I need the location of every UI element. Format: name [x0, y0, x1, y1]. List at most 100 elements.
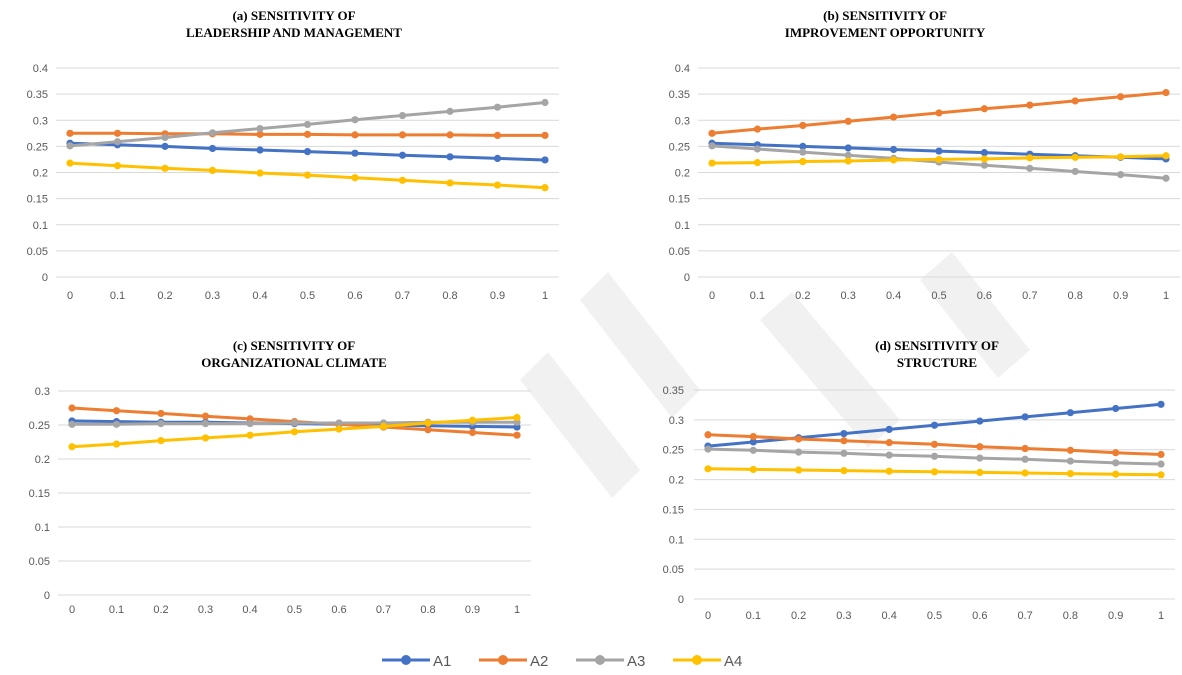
data-point-a4-d: [795, 466, 803, 474]
data-point-a3-c: [157, 420, 165, 428]
data-point-a1-d: [1066, 409, 1074, 417]
data-point-a4-b: [935, 155, 943, 164]
x-tick-label-b: 1: [1163, 290, 1169, 302]
y-tick-label-d: 0.1: [669, 534, 684, 546]
x-tick-label-c: 0.1: [109, 604, 124, 616]
x-tick-label-d: 0.7: [1017, 610, 1032, 622]
x-tick-label-b: 0.3: [841, 290, 856, 302]
data-point-a2-c: [68, 404, 76, 412]
chart-panel-d: (d) SENSITIVITY OF STRUCTURE 0 0.05 0.1 0.1…: [663, 338, 1175, 622]
data-point-a3-b: [1071, 167, 1079, 176]
data-point-a4-c: [468, 416, 477, 424]
data-point-a2-d: [1066, 446, 1074, 454]
data-point-a4-a: [541, 184, 549, 192]
data-point-a3-d: [1021, 455, 1029, 463]
y-tick-label-a: 0.15: [27, 194, 48, 206]
x-tick-label-c: 0.7: [376, 604, 391, 616]
data-point-a2-a: [66, 129, 74, 137]
data-point-a4-b: [890, 156, 898, 164]
data-point-a1-a: [208, 144, 217, 153]
data-point-a3-d: [1157, 460, 1165, 468]
x-tick-label-c: 0.8: [420, 604, 435, 616]
data-point-a3-a: [113, 138, 122, 146]
chart-panel-b: (b) SENSITIVITY OF IMPROVEMENT OPPORTUNI…: [669, 8, 1180, 302]
data-point-a4-a: [113, 162, 122, 170]
y-tick-label-b: 0: [684, 272, 690, 284]
x-tick-label-c: 0.6: [331, 604, 346, 616]
data-point-a1-d: [1021, 413, 1029, 421]
x-tick-label-a: 0.1: [110, 290, 125, 302]
data-point-a4-d: [840, 467, 848, 475]
y-tick-label-b: 0.3: [675, 115, 690, 127]
data-point-a4-c: [157, 437, 165, 445]
data-point-a3-d: [840, 449, 848, 457]
x-tick-label-b: 0: [709, 290, 715, 302]
chart-title-d-line2: STRUCTURE: [897, 355, 977, 370]
data-point-a1-d: [840, 429, 848, 438]
data-point-a2-a: [256, 130, 264, 138]
data-point-a4-c: [513, 413, 521, 422]
data-point-a2-d: [1157, 450, 1165, 459]
data-point-a2-b: [1162, 88, 1170, 97]
x-tick-label-a: 0.9: [490, 290, 505, 302]
data-point-a1-d: [885, 425, 893, 434]
data-point-a3-c: [112, 420, 121, 428]
data-point-a1-d: [749, 438, 757, 446]
x-tick-label-c: 0.9: [465, 604, 480, 616]
x-tick-label-d: 0.4: [882, 610, 897, 622]
y-tick-label-b: 0.35: [669, 89, 690, 101]
data-point-a4-d: [704, 465, 712, 473]
data-point-a1-a: [446, 153, 454, 161]
data-point-a1-b: [935, 147, 943, 155]
data-point-a4-b: [753, 158, 762, 167]
data-point-a2-b: [1071, 97, 1079, 105]
data-point-a3-c: [68, 420, 76, 428]
x-tick-label-a: 0.5: [300, 290, 315, 302]
legend-marker-a1: [401, 655, 411, 665]
data-point-a1-b: [799, 142, 807, 150]
data-point-a3-d: [885, 451, 893, 459]
data-point-a4-c: [112, 440, 121, 448]
data-point-a3-d: [930, 452, 939, 460]
legend-label-a4: A4: [724, 653, 742, 670]
data-point-a3-a: [398, 111, 407, 120]
data-point-a4-b: [799, 157, 807, 166]
data-point-a3-d: [795, 448, 803, 456]
data-point-a3-a: [256, 125, 264, 133]
data-point-a4-b: [844, 157, 852, 165]
data-point-a3-b: [1162, 174, 1170, 182]
data-point-a2-c: [424, 426, 432, 434]
data-point-a4-b: [708, 159, 716, 167]
y-tick-label-a: 0.05: [27, 246, 48, 258]
y-tick-label-d: 0.25: [663, 445, 684, 457]
data-point-a1-b: [980, 149, 989, 157]
legend-label-a2: A2: [530, 653, 548, 670]
data-point-a2-b: [890, 113, 898, 121]
data-point-a2-b: [1026, 101, 1034, 109]
data-point-a4-d: [976, 468, 984, 477]
x-tick-label-d: 0.2: [791, 610, 806, 622]
y-tick-label-c: 0.2: [35, 454, 50, 466]
x-tick-label-c: 0.5: [287, 604, 302, 616]
chart-title-a-line2: LEADERSHIP AND MANAGEMENT: [186, 25, 402, 40]
y-tick-label-c: 0.1: [35, 522, 50, 534]
data-point-a4-c: [201, 434, 210, 442]
data-point-a4-b: [1117, 153, 1125, 161]
legend-label-a1: A1: [433, 653, 451, 670]
y-tick-label-b: 0.4: [675, 63, 690, 75]
data-point-a3-c: [335, 419, 343, 427]
data-point-a4-d: [749, 465, 757, 474]
data-point-a3-a: [303, 120, 312, 129]
data-point-a3-b: [1117, 170, 1125, 179]
data-point-a3-d: [976, 454, 984, 462]
data-point-a4-b: [1071, 153, 1079, 161]
y-tick-label-c: 0.3: [35, 386, 50, 398]
data-point-a2-a: [541, 131, 549, 140]
chart-panel-a: (a) SENSITIVITY OF LEADERSHIP AND MANAGE…: [27, 8, 559, 302]
data-point-a2-d: [1112, 449, 1120, 457]
y-tick-label-a: 0.1: [33, 220, 48, 232]
data-point-a4-d: [930, 468, 939, 476]
data-point-a4-a: [66, 159, 74, 167]
data-point-a2-b: [980, 105, 989, 113]
